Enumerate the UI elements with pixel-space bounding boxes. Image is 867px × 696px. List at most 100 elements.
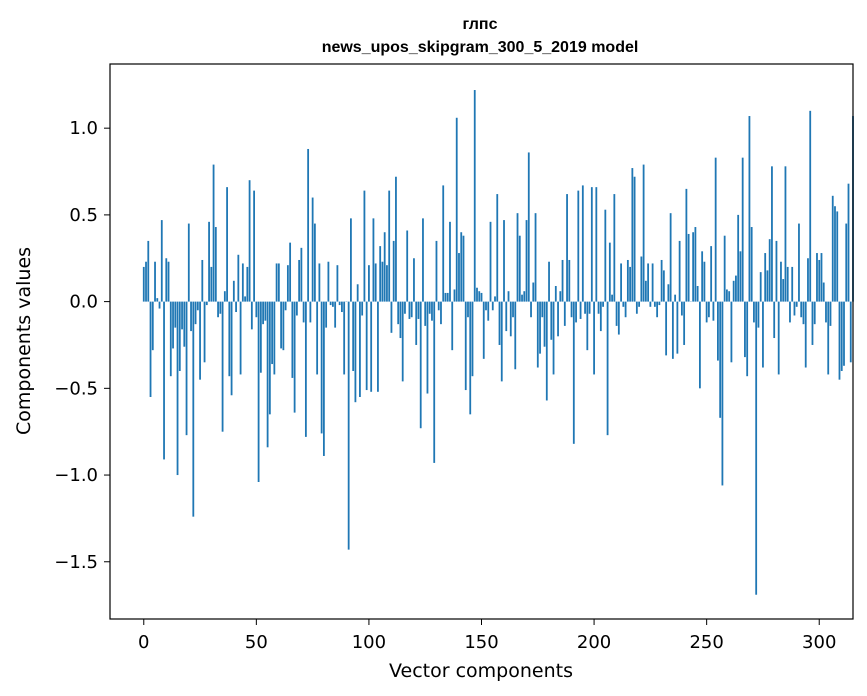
bar	[187, 223, 190, 302]
bar	[363, 190, 366, 302]
bar	[680, 301, 683, 316]
bar	[586, 301, 589, 351]
bar	[570, 301, 573, 318]
bar	[307, 148, 310, 302]
bar	[597, 301, 600, 314]
bar	[424, 301, 427, 326]
bar	[453, 289, 456, 302]
bar	[525, 220, 528, 302]
bar	[802, 301, 805, 325]
bar	[590, 187, 593, 302]
bar	[255, 301, 258, 318]
bar	[354, 301, 357, 403]
bar	[302, 301, 305, 323]
bar	[705, 301, 708, 323]
bar	[804, 301, 807, 368]
bar	[455, 117, 458, 302]
bar	[154, 261, 156, 302]
bar	[530, 301, 532, 318]
bar	[205, 301, 208, 306]
x-tick-label: 50	[245, 632, 268, 653]
bar	[644, 280, 647, 302]
bar	[482, 301, 485, 359]
bar	[449, 221, 451, 302]
bar	[332, 301, 334, 307]
bar	[660, 259, 663, 302]
bar	[471, 301, 474, 377]
bar	[545, 301, 548, 401]
bar	[638, 301, 641, 307]
bar	[726, 289, 728, 302]
bar	[235, 301, 237, 313]
bar	[347, 301, 350, 550]
bar	[836, 211, 839, 302]
bar	[516, 213, 519, 302]
bar	[500, 301, 503, 382]
bar	[822, 282, 825, 302]
y-tick-label: −1.5	[54, 552, 98, 573]
bar	[271, 301, 274, 365]
bar	[579, 301, 582, 319]
bar	[694, 227, 697, 302]
bar	[458, 253, 460, 302]
bar	[250, 301, 253, 330]
bar	[649, 301, 652, 307]
bar	[699, 301, 701, 389]
bar	[550, 301, 553, 340]
bar	[825, 301, 827, 323]
bar	[214, 227, 217, 302]
bar	[352, 301, 355, 371]
bar	[539, 301, 541, 354]
bar	[221, 301, 224, 432]
bar	[356, 284, 359, 302]
bar	[444, 292, 447, 302]
bar	[309, 301, 312, 323]
bar	[433, 301, 436, 463]
bar	[181, 301, 183, 330]
x-tick-label: 200	[577, 632, 611, 653]
bar	[372, 218, 375, 302]
bar	[793, 301, 796, 316]
bar	[489, 221, 492, 302]
bar	[431, 301, 433, 321]
bar	[174, 301, 177, 328]
bar	[163, 301, 165, 460]
bar	[203, 301, 206, 363]
bar	[169, 301, 172, 377]
bar	[158, 301, 161, 309]
bar	[800, 301, 803, 318]
bar	[813, 301, 816, 325]
bar	[282, 301, 285, 351]
bar	[408, 301, 411, 319]
y-tick-label: 0.5	[69, 205, 98, 226]
bar	[442, 185, 445, 302]
bar	[687, 233, 690, 302]
bar	[653, 301, 656, 307]
bar	[194, 301, 197, 325]
bar	[291, 301, 294, 378]
bar	[692, 232, 695, 302]
bar	[264, 301, 267, 321]
bar	[557, 301, 559, 337]
bar	[849, 301, 852, 363]
bar	[404, 301, 406, 314]
bar	[422, 218, 424, 302]
bar	[782, 279, 785, 302]
bar	[417, 301, 420, 319]
bar	[313, 223, 316, 302]
bar	[566, 194, 568, 302]
bar	[521, 294, 523, 302]
x-tick-label: 100	[352, 632, 386, 653]
bar	[759, 272, 762, 302]
bar	[651, 263, 654, 302]
bar	[667, 284, 670, 302]
x-tick-label: 300	[802, 632, 836, 653]
bar	[487, 301, 490, 321]
bar	[467, 301, 469, 318]
bar	[838, 301, 841, 380]
bar	[599, 301, 602, 332]
bar	[228, 301, 231, 377]
bar	[435, 240, 438, 302]
bar	[541, 301, 544, 318]
bar	[368, 265, 370, 302]
